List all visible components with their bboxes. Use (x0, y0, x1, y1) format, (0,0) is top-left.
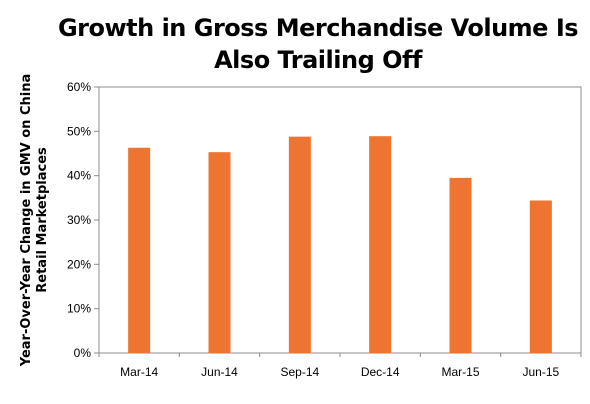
plot-frame (98, 86, 582, 354)
bar-mar-15 (449, 177, 472, 353)
x-axis-ticks: Mar-14 Jun-14 Sep-14 Dec-14 Mar-15 Jun-15 (98, 353, 582, 379)
y-axis-ticks: 0% 10% 20% 30% 40% 50% 60% (67, 80, 99, 360)
x-tick-label: Mar-14 (120, 365, 158, 379)
bar-jun-15 (529, 200, 552, 353)
y-tick-label: 20% (67, 257, 91, 271)
x-tick-label: Dec-14 (361, 365, 400, 379)
x-tick-label: Jun-15 (522, 365, 559, 379)
bar-sep-14 (288, 136, 311, 353)
bar-jun-14 (208, 152, 231, 353)
bars (128, 136, 552, 353)
chart-title-line-1: Growth in Gross Merchandise Volume Is (58, 14, 578, 42)
chart-title-line-2: Also Trailing Off (214, 46, 423, 74)
y-axis-label-line-1: Year-Over-Year Change in GMV on China (19, 74, 34, 368)
x-tick-label: Jun-14 (201, 365, 238, 379)
y-tick-label: 10% (67, 302, 91, 316)
y-axis-label-line-2: Retail Marketplaces (35, 147, 50, 293)
y-tick-label: 30% (67, 213, 91, 227)
x-tick-label: Mar-15 (441, 365, 479, 379)
x-tick-label: Sep-14 (280, 365, 319, 379)
bar-dec-14 (369, 136, 392, 353)
y-axis-label: Year-Over-Year Change in GMV on China Re… (19, 74, 50, 368)
bar-mar-14 (128, 147, 151, 353)
y-tick-label: 40% (67, 169, 91, 183)
y-tick-label: 60% (67, 80, 91, 94)
y-tick-label: 50% (67, 124, 91, 138)
y-tick-label: 0% (74, 346, 92, 360)
